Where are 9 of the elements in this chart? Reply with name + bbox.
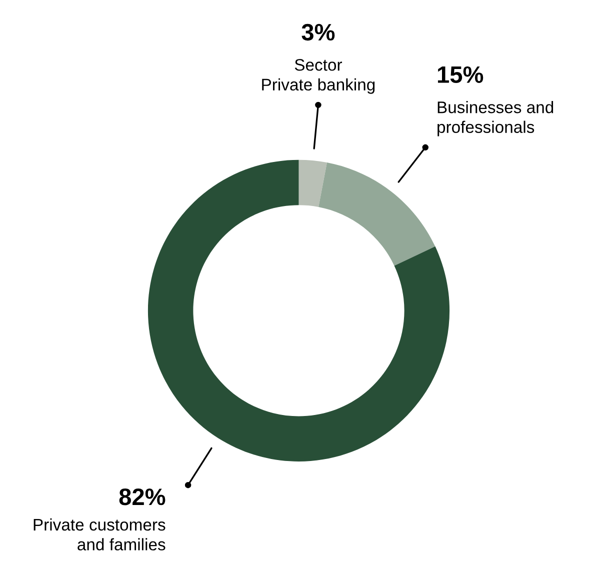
donut-slice <box>298 160 328 207</box>
slice-label: Sector Private banking <box>262 58 375 94</box>
donut-slice <box>148 160 450 462</box>
data-label: 3% <box>302 24 335 41</box>
data-label: 15% <box>438 66 484 84</box>
donut-slice <box>318 162 436 266</box>
slice-label: Private customers and families <box>34 518 166 550</box>
slice-label: Businesses and professionals <box>438 100 554 136</box>
data-label: 82% <box>119 488 166 506</box>
